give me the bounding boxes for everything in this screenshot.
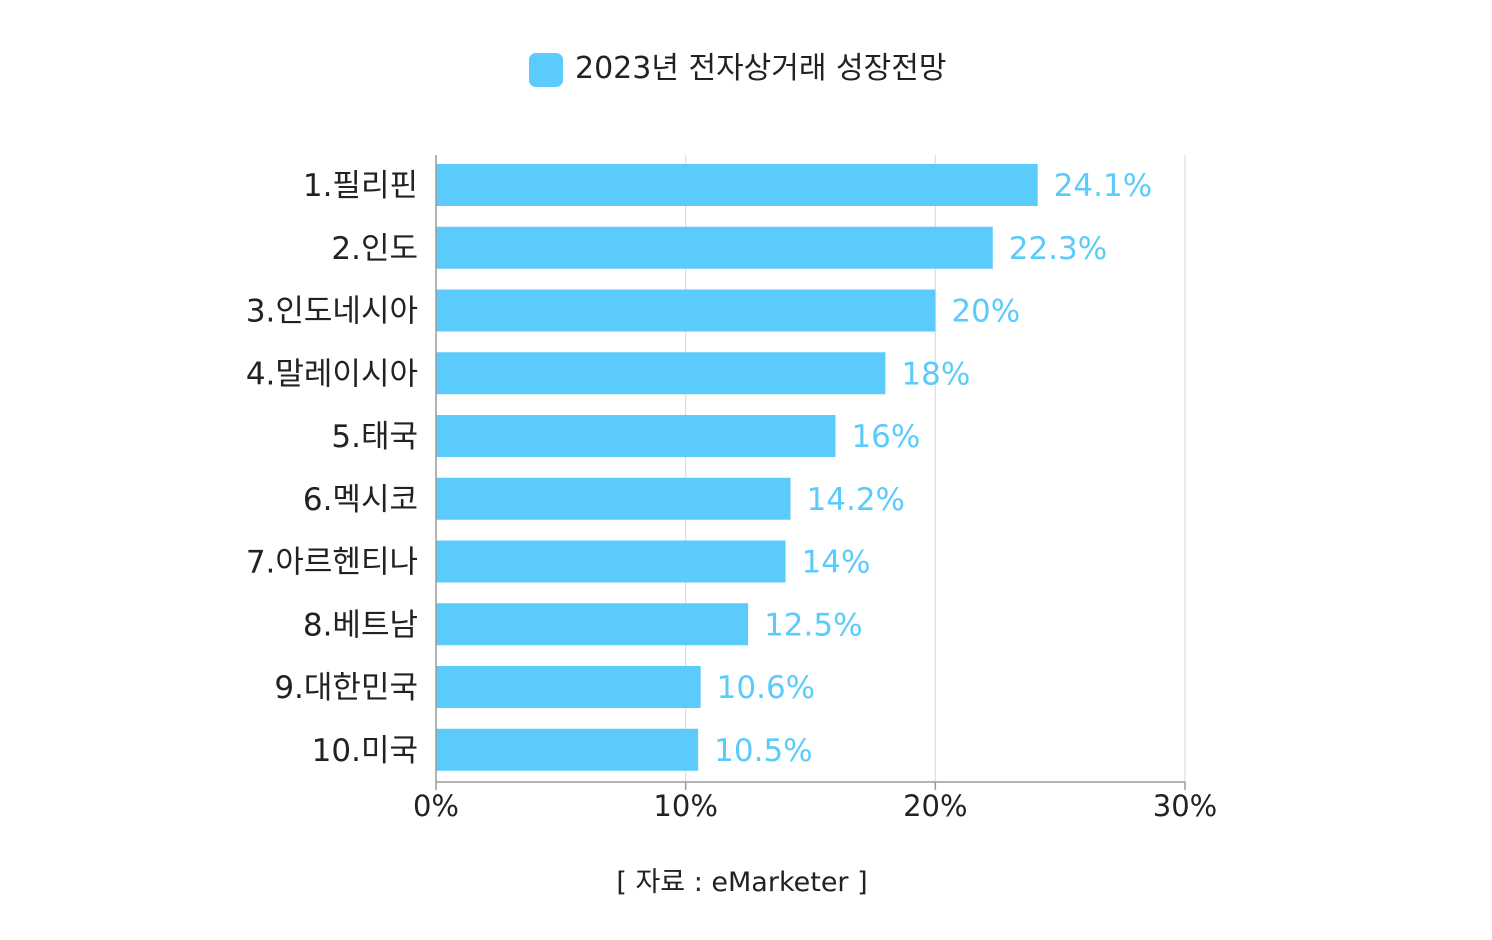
value-labels: 24.1% 22.3% 20% 18% 16% 14.2% 14% 12.5% 10.6% 10.… — [714, 168, 1152, 769]
category-label: 3.인도네시아 — [246, 294, 418, 330]
legend-swatch — [529, 53, 563, 87]
x-tick-label: 30% — [1153, 789, 1217, 823]
bar — [436, 352, 886, 395]
data-label: 24.1% — [1054, 168, 1152, 204]
category-label: 1.필리핀 — [303, 168, 418, 204]
legend-label: 2023년 전자상거래 성장전망 — [575, 51, 946, 86]
category-label: 8.베트남 — [303, 607, 418, 643]
x-tick-label: 20% — [903, 789, 967, 823]
data-label: 22.3% — [1009, 231, 1107, 267]
bar — [436, 226, 993, 269]
bar — [436, 728, 699, 771]
bar — [436, 666, 701, 708]
category-label: 7.아르헨티나 — [246, 545, 418, 581]
bar — [436, 415, 836, 457]
bar — [436, 164, 1038, 206]
bar — [436, 289, 936, 332]
data-label: 14% — [802, 545, 871, 581]
data-label: 16% — [851, 419, 920, 455]
data-label: 10.5% — [714, 733, 812, 769]
category-label: 4.말레이시아 — [246, 356, 418, 392]
category-labels: 1.필리핀 2.인도 3.인도네시아 4.말레이시아 5.태국 6.멕시코 7.아르헨티나 8… — [246, 168, 418, 769]
bar — [436, 540, 786, 583]
category-label: 2.인도 — [331, 231, 418, 267]
data-label: 14.2% — [807, 482, 905, 518]
data-label: 10.6% — [717, 670, 815, 706]
x-tick-label: 0% — [413, 789, 459, 823]
bar — [436, 603, 749, 646]
category-label: 10.미국 — [312, 733, 418, 769]
category-label: 6.멕시코 — [303, 482, 418, 518]
x-axis: 0% 10% 20% 30% — [413, 155, 1217, 823]
bars — [436, 164, 1038, 771]
legend: 2023년 전자상거래 성장전망 — [529, 51, 946, 87]
data-label: 12.5% — [764, 607, 862, 643]
bar — [436, 477, 791, 520]
data-label: 20% — [951, 294, 1020, 330]
category-label: 5.태국 — [331, 419, 418, 455]
category-label: 9.대한민국 — [274, 670, 418, 706]
x-tick-label: 10% — [653, 789, 717, 823]
source-note: [ 자료 : eMarketer ] — [616, 867, 867, 898]
data-label: 18% — [901, 356, 970, 392]
